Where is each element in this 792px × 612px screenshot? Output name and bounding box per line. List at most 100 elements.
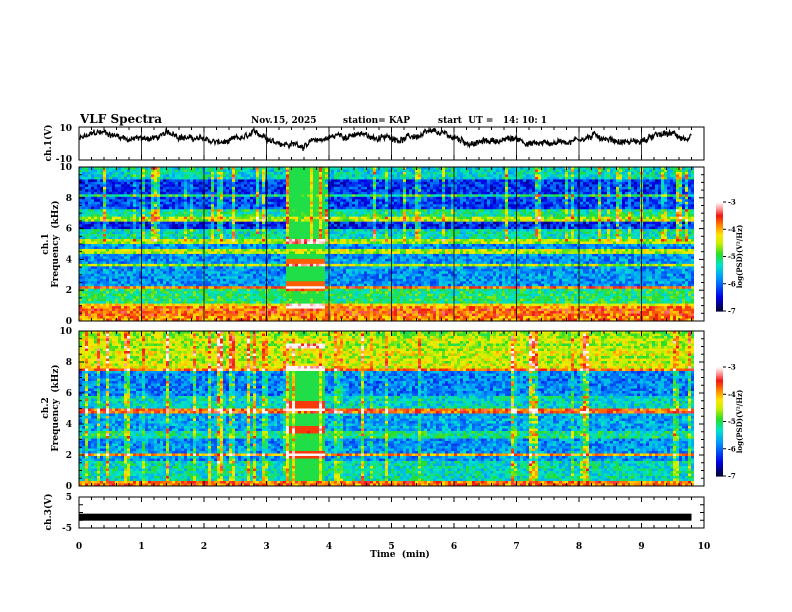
spectrogram-cell [316, 189, 319, 192]
spectrogram-cell [472, 192, 475, 195]
spectrogram-cell [610, 199, 613, 202]
spectrogram-cell [487, 169, 490, 172]
spectrogram-cell [568, 197, 571, 200]
spectrogram-cell [472, 179, 475, 182]
spectrogram-cell [157, 187, 160, 190]
spectrogram-cell [274, 179, 277, 182]
spectrogram-cell [448, 172, 451, 175]
spectrogram-cell [268, 224, 271, 227]
spectrogram-cell [637, 187, 640, 190]
spectrogram-cell [589, 172, 592, 175]
spectrogram-cell [541, 207, 544, 210]
spectrogram-cell [223, 172, 226, 175]
spectrogram-cell [490, 182, 493, 185]
spectrogram-cell [652, 202, 655, 205]
spectrogram-cell [670, 182, 673, 185]
spectrogram-cell [256, 192, 259, 195]
spectrogram-cell [469, 177, 472, 180]
spectrogram-cell [235, 224, 238, 227]
spectrogram-cell [598, 209, 601, 212]
spectrogram-cell [691, 179, 694, 182]
spectrogram-cell [460, 184, 463, 187]
spectrogram-cell [94, 222, 97, 225]
spectrogram-cell [466, 189, 469, 192]
spectrogram-cell [565, 179, 568, 182]
spectrogram-cell [232, 219, 235, 222]
spectrogram-cell [607, 202, 610, 205]
spectrogram-cell [382, 197, 385, 200]
spectrogram-cell [277, 209, 280, 212]
spectrogram-cell [190, 172, 193, 175]
spectrogram-cell [376, 179, 379, 182]
spectrogram-cell [625, 202, 628, 205]
spectrogram-cell [88, 192, 91, 195]
spectrogram-cell [424, 224, 427, 227]
spectrogram-cell [541, 189, 544, 192]
spectrogram-cell [541, 224, 544, 227]
spectrogram-cell [487, 207, 490, 210]
spectrogram-cell [259, 217, 262, 220]
spectrogram-cell [226, 187, 229, 190]
spectrogram-cell [493, 187, 496, 190]
spectrogram-cell [148, 169, 151, 172]
spectrogram-cell [412, 214, 415, 217]
spectrogram-cell [343, 199, 346, 202]
spectrogram-cell [577, 214, 580, 217]
spectrogram-cell [304, 199, 307, 202]
spectrogram-cell [313, 169, 316, 172]
spectrogram-cell [403, 219, 406, 222]
spectrogram-cell [307, 179, 310, 182]
spectrogram-cell [520, 217, 523, 220]
spectrogram-cell [523, 224, 526, 227]
spectrogram-cell [541, 204, 544, 207]
spectrogram-cell [571, 202, 574, 205]
spectrogram-cell [250, 182, 253, 185]
spectrogram-cell [154, 194, 157, 197]
spectrogram-cell [199, 179, 202, 182]
spectrogram-cell [142, 212, 145, 215]
spectrogram-cell [127, 207, 130, 210]
spectrogram-cell [529, 217, 532, 220]
spectrogram-cell [451, 184, 454, 187]
spectrogram-cell [331, 212, 334, 215]
spectrogram-cell [430, 172, 433, 175]
spectrogram-cell [361, 217, 364, 220]
spectrogram-cell [619, 177, 622, 180]
spectrogram-cell [484, 184, 487, 187]
spectrogram-cell [535, 222, 538, 225]
spectrogram-cell [475, 177, 478, 180]
spectrogram-cell [103, 172, 106, 175]
spectrogram-cell [160, 222, 163, 225]
spectrogram-cell [280, 174, 283, 177]
spectrogram-cell [268, 204, 271, 207]
spectrogram-cell [688, 172, 691, 175]
spectrogram-cell [256, 194, 259, 197]
spectrogram-cell [241, 209, 244, 212]
spectrogram-cell [556, 207, 559, 210]
spectrogram-cell [604, 194, 607, 197]
spectrogram-cell [613, 209, 616, 212]
spectrogram-cell [643, 214, 646, 217]
spectrogram-cell [547, 184, 550, 187]
spectrogram-cell [496, 174, 499, 177]
spectrogram-cell [442, 172, 445, 175]
spectrogram-cell [307, 177, 310, 180]
spectrogram-cell [376, 184, 379, 187]
spectrogram-cell [166, 182, 169, 185]
spectrogram-cell [481, 212, 484, 215]
spectrogram-cell [673, 204, 676, 207]
spectrogram-cell [340, 224, 343, 227]
spectrogram-cell [598, 207, 601, 210]
spectrogram-cell [289, 224, 292, 227]
spectrogram-cell [520, 202, 523, 205]
spectrogram-cell [160, 212, 163, 215]
spectrogram-cell [520, 179, 523, 182]
spectrogram-cell [241, 212, 244, 215]
spectrogram-cell [259, 189, 262, 192]
spectrogram-cell [691, 174, 694, 177]
spectrogram-cell [112, 199, 115, 202]
spectrogram-cell [181, 202, 184, 205]
spectrogram-cell [397, 207, 400, 210]
spectrogram-cell [361, 194, 364, 197]
spectrogram-cell [460, 169, 463, 172]
